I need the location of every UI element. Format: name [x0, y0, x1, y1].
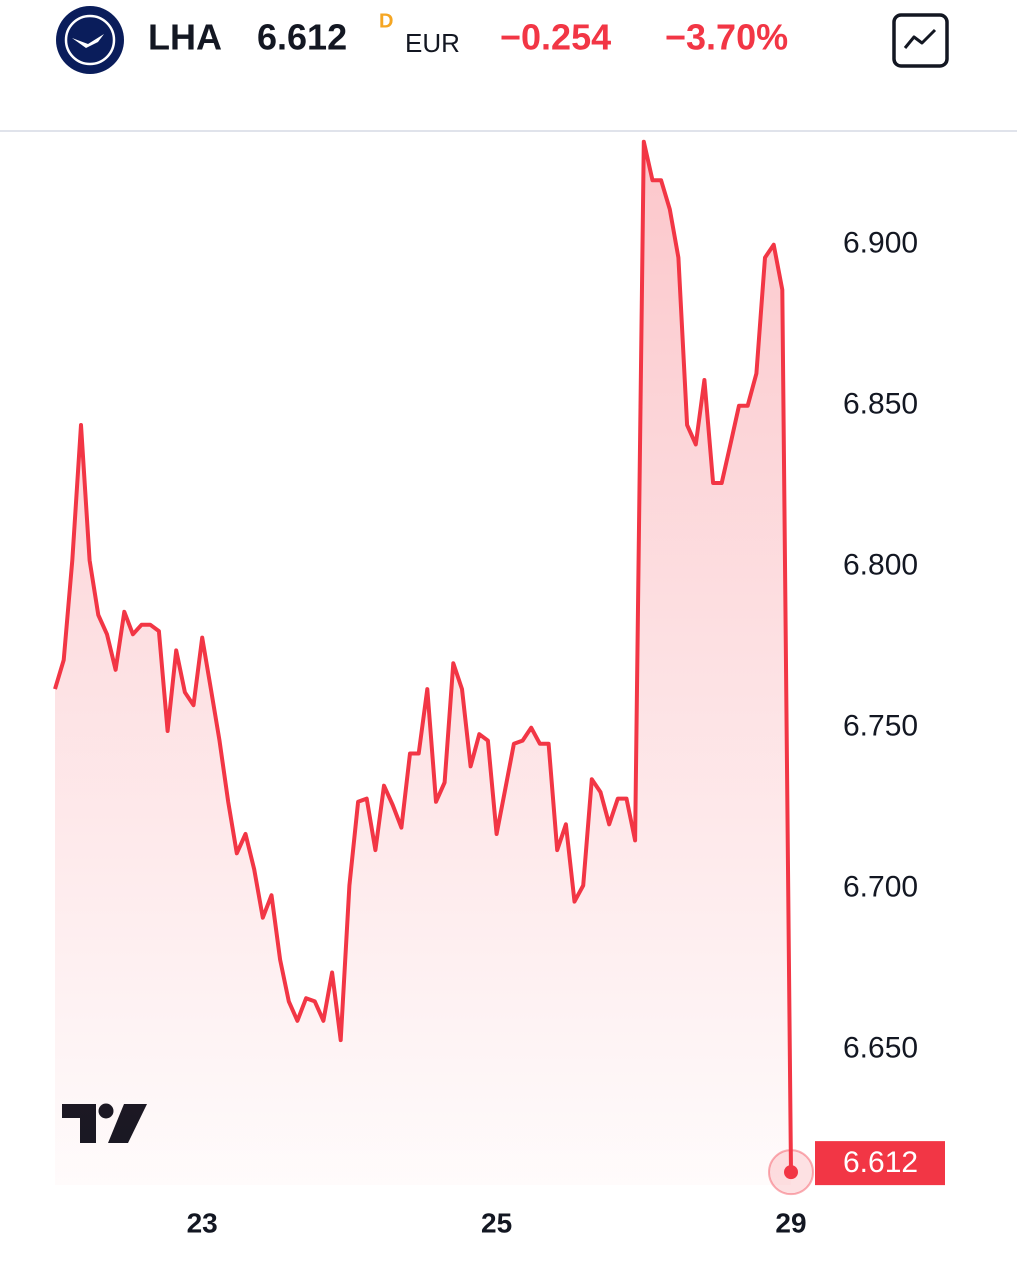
x-tick-label: 25 [481, 1207, 512, 1238]
chart-type-button[interactable] [892, 13, 949, 68]
price-label-box [815, 1141, 945, 1186]
area [55, 141, 791, 1186]
x-tick-label: 23 [187, 1207, 218, 1238]
y-tick-label: 6.750 [843, 710, 918, 743]
logo [56, 6, 124, 74]
last-point [784, 1165, 798, 1180]
price: 6.612 [257, 17, 347, 58]
price-label: 6.612 [843, 1146, 918, 1179]
y-tick-label: 6.850 [843, 388, 918, 421]
x-tick-label: 29 [775, 1207, 806, 1238]
y-tick-label: 6.800 [843, 549, 918, 582]
currency: EUR [405, 28, 460, 58]
line [53, 139, 793, 1173]
flag: D [379, 10, 393, 32]
y-tick-label: 6.700 [843, 871, 918, 904]
y-tick-label: 6.650 [843, 1032, 918, 1065]
change: −0.254 [500, 17, 611, 58]
symbol: LHA [148, 17, 222, 58]
y-tick-label: 6.900 [843, 227, 918, 260]
change-percent: −3.70% [665, 17, 788, 58]
